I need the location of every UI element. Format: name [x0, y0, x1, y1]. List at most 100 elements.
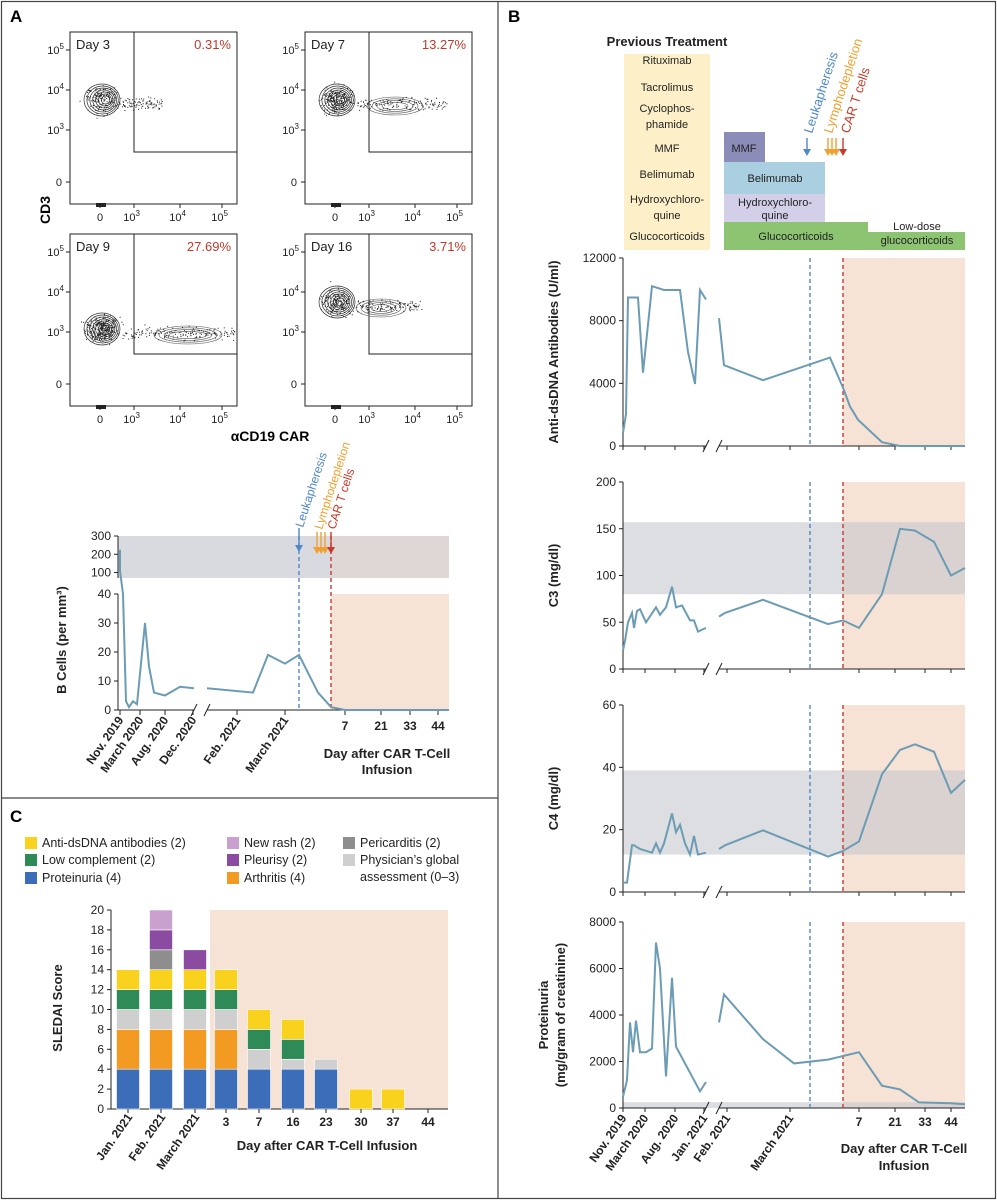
legend-label: assessment (0–3) — [360, 870, 459, 884]
day-axis-title: Infusion — [362, 762, 413, 777]
flow-gate-percent: 13.27% — [422, 37, 467, 52]
normal-range-band-post — [843, 770, 965, 855]
legend-label: Arthritis (4) — [244, 871, 305, 885]
flow-day-label: Day 7 — [311, 37, 345, 52]
stacked-bar-segment — [281, 1058, 305, 1070]
stacked-bar-segment — [149, 929, 173, 951]
previous-treatment-item: Belimumab — [639, 169, 694, 181]
y-tick-label: 200 — [596, 475, 616, 489]
y-tick-label: 0 — [104, 703, 111, 717]
y-tick-label: 40 — [98, 587, 112, 601]
population-contour — [318, 285, 356, 319]
y-tick-label: 8000 — [589, 314, 616, 328]
y-tick-label: 0 — [609, 662, 616, 676]
day-tick-label: 33 — [918, 1115, 932, 1129]
stacked-bar-segment — [281, 1019, 305, 1040]
flow-x-label: αCD19 CAR — [231, 428, 310, 444]
y-tick-label: 40 — [603, 760, 617, 774]
day-tick-label: 44 — [944, 1115, 958, 1129]
flow-x-tick-label: 103 — [358, 411, 375, 426]
legend-label: Low complement (2) — [42, 853, 155, 867]
legend-swatch — [227, 854, 239, 866]
series-line — [622, 284, 707, 433]
stacked-bar-segment — [349, 1088, 373, 1110]
previous-treatment-item: Cyclophos- — [639, 103, 694, 115]
flow-x-tick-label: 104 — [169, 209, 186, 224]
hydroxychloroquine-bar — [724, 194, 825, 222]
stacked-bar-segment — [149, 1068, 173, 1110]
flow-x-tick-label: 104 — [404, 209, 421, 224]
flow-y-tick-label: 103 — [282, 324, 299, 339]
previous-treatment-box — [624, 54, 710, 250]
panel-b-label: B — [508, 7, 520, 26]
flow-rug — [96, 405, 106, 409]
car-t-arrow-head — [327, 547, 335, 554]
flow-x-tick-label: 105 — [446, 411, 463, 426]
y-tick-label: 300 — [91, 529, 111, 543]
flow-y-tick-label: 103 — [47, 324, 64, 339]
flow-day-label: Day 3 — [76, 37, 110, 52]
car-positive-gate — [133, 31, 238, 153]
car-positive-contour — [163, 329, 213, 341]
flow-gate-percent: 3.71% — [429, 239, 466, 254]
flow-y-tick-label: 103 — [47, 122, 64, 137]
flow-x-tick-label: 104 — [169, 411, 186, 426]
y-tick-label: 100 — [596, 569, 616, 583]
flow-x-tick-label: 0 — [97, 414, 103, 426]
flow-y-tick-label: 105 — [282, 244, 299, 259]
flow-y-tick-label: 104 — [47, 284, 64, 299]
panel-b-chart: 0 50 100 150 200 C3 (mg/dl) — [546, 475, 966, 676]
y-tick-label: 4 — [97, 1062, 104, 1076]
flow-x-tick-label: 0 — [332, 414, 338, 426]
y-axis-label: C3 (mg/dl) — [546, 544, 561, 608]
flow-y-label: CD3 — [37, 196, 53, 224]
low-dose-glucocorticoids-label: glucocorticoids — [881, 235, 954, 247]
day-tick-label: 23 — [319, 1115, 333, 1129]
series-line — [622, 942, 707, 1098]
y-axis-label: (mg/gram of creatinine) — [553, 943, 568, 1087]
stacked-bar-segment — [214, 989, 238, 1010]
y-tick-label: 0 — [609, 1101, 616, 1115]
car-positive-contour — [168, 331, 208, 339]
flow-y-tick-label: 104 — [282, 82, 299, 97]
population-contour — [86, 314, 119, 344]
lymphodepletion-arrow-head — [832, 149, 840, 156]
car-positive-gate — [368, 233, 473, 355]
stacked-bar-segment — [116, 1029, 140, 1070]
stacked-bar-segment — [183, 949, 207, 970]
post-infusion-band-upper — [331, 536, 449, 578]
stacked-bar-segment — [314, 1068, 338, 1110]
flow-rug — [96, 203, 106, 207]
car-positive-contour — [153, 325, 223, 345]
post-infusion-band — [331, 594, 449, 710]
flow-x-tick-label: 103 — [123, 411, 140, 426]
mmf-bar-label: MMF — [731, 143, 756, 155]
y-tick-label: 12000 — [583, 251, 617, 265]
legend-swatch — [343, 854, 355, 866]
y-tick-label: 2 — [97, 1082, 104, 1096]
date-tick-label: March 2021 — [242, 713, 291, 775]
previous-treatment-title: Previous Treatment — [607, 34, 728, 49]
axis-break — [702, 662, 723, 676]
normal-range-band-post — [843, 522, 965, 595]
normal-range-band-post — [843, 1102, 965, 1108]
day-tick-label: 30 — [354, 1115, 368, 1129]
y-tick-label: 30 — [98, 616, 112, 630]
y-tick-label: 20 — [91, 903, 105, 917]
legend-swatch — [227, 872, 239, 884]
y-tick-label: 4000 — [589, 1008, 616, 1022]
day-tick-label: 21 — [888, 1115, 902, 1129]
flow-y-tick-label: 0 — [56, 177, 62, 189]
flow-plot-frame — [69, 233, 238, 407]
axis-break — [190, 703, 211, 717]
b-cell-series-line — [119, 549, 195, 710]
flow-day-label: Day 16 — [311, 239, 352, 254]
stacked-bar-segment — [281, 1039, 305, 1060]
stacked-bar-segment — [149, 949, 173, 970]
flow-gate-percent: 0.31% — [194, 37, 231, 52]
flow-x-tick-label: 103 — [358, 209, 375, 224]
flow-y-tick-label: 105 — [47, 244, 64, 259]
day-tick-label: 37 — [386, 1115, 400, 1129]
